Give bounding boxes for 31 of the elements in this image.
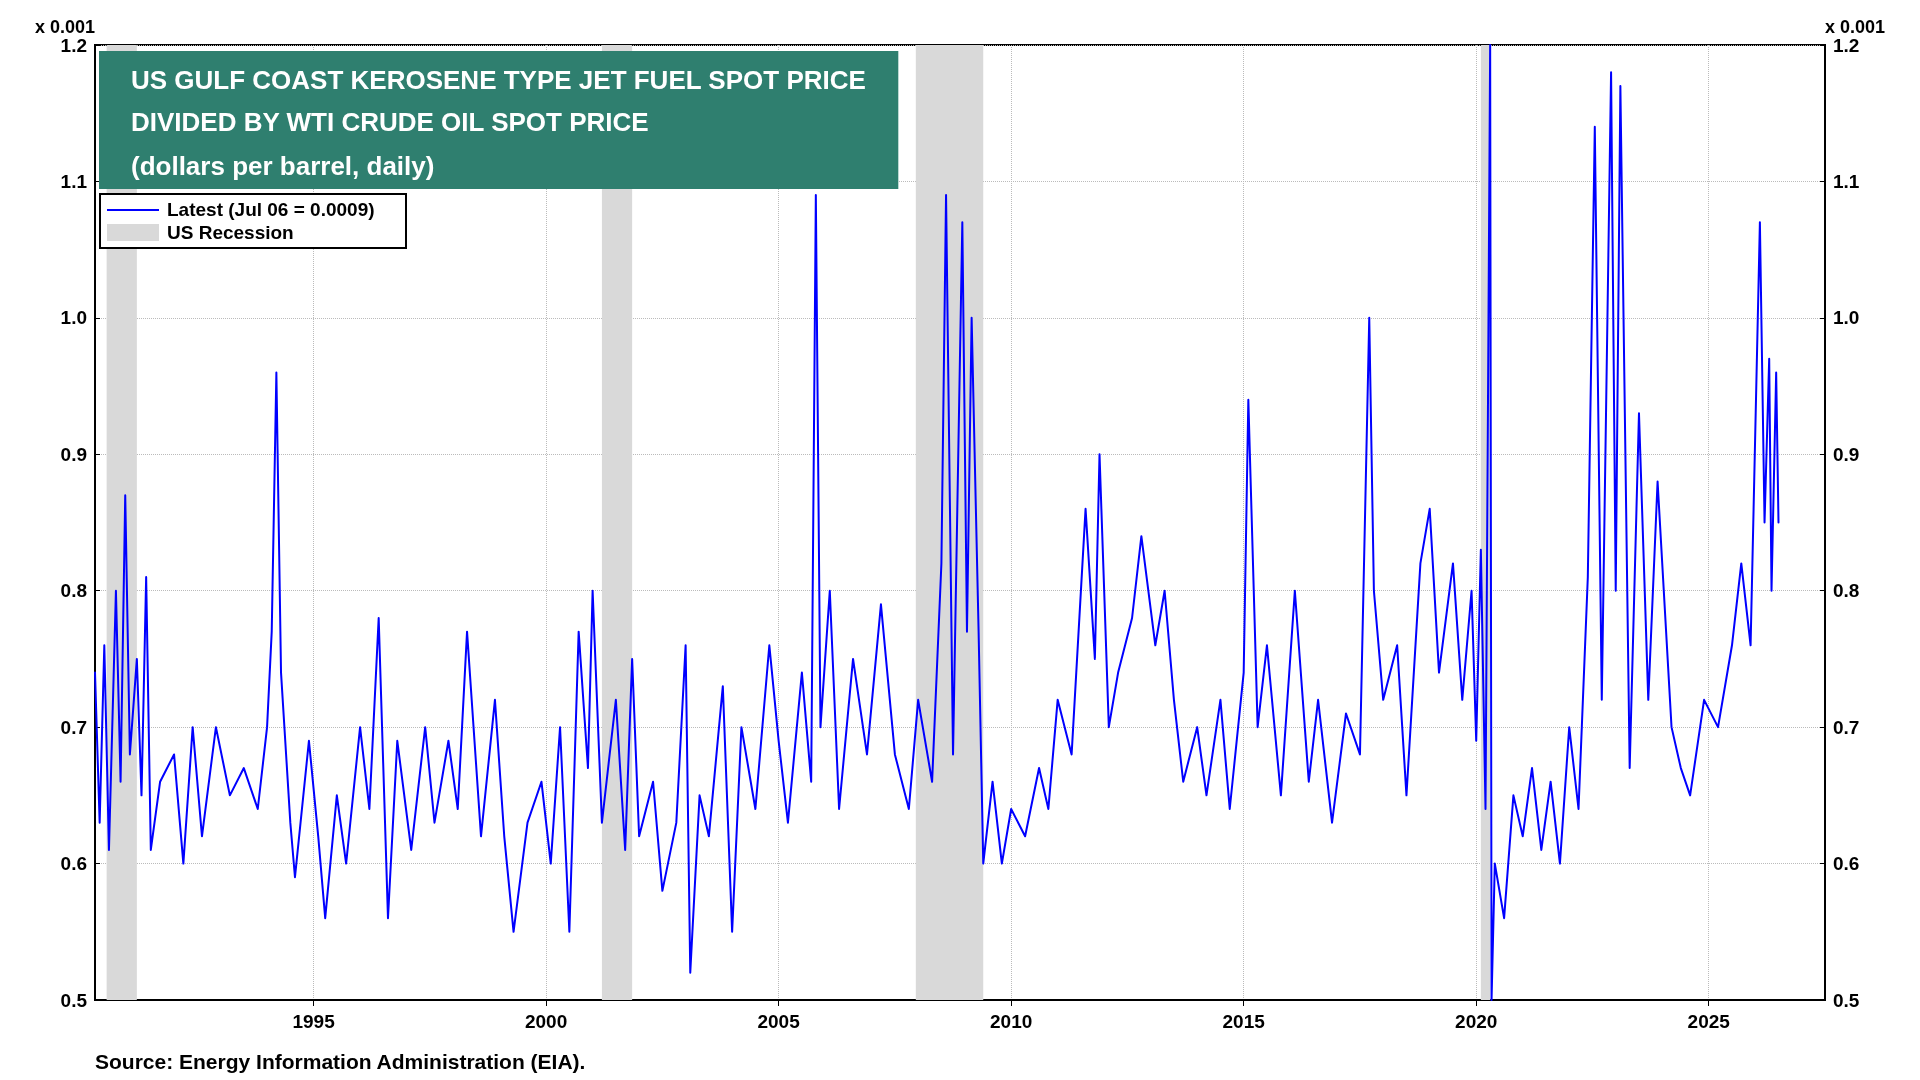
- x-tick-label: 2005: [757, 1011, 801, 1032]
- y-tick-label: 0.9: [60, 443, 87, 465]
- line-series: [94, 44, 1780, 1001]
- y-tick-label: 0.7: [60, 716, 87, 738]
- y2-tick-label: 1.1: [1833, 170, 1860, 192]
- y2-tick-label: 0.8: [1833, 580, 1860, 602]
- y-tick-label: 1.2: [60, 34, 87, 56]
- source-note: Source: Energy Information Administration (EIA).: [95, 1050, 586, 1073]
- y-tick-label: 1.0: [60, 307, 87, 329]
- y2-tick-label: 0.6: [1833, 853, 1860, 875]
- x-tick-label: 2010: [990, 1011, 1033, 1032]
- legend-label: Latest (Jul 06 = 0.0009): [167, 198, 375, 221]
- y2-tick-label: 1.2: [1833, 34, 1860, 56]
- text: US GULF COAST KEROSENE TYPE JET FUEL SPOT PRICE DIVIDED BY WTI CRUDE OIL SPOT PRICE: [131, 65, 866, 137]
- x-tick-label: 2015: [1222, 1011, 1266, 1032]
- y2-tick-label: 0.5: [1833, 989, 1860, 1011]
- x-tick-label: 2000: [524, 1011, 568, 1032]
- y-axis-title: x 0.001: [34, 16, 95, 37]
- y2-axis-title: x 0.001: [1825, 16, 1886, 37]
- y2-tick-label: 0.9: [1833, 443, 1860, 465]
- y-tick-label: 0.5: [60, 989, 88, 1011]
- x-tick-label: 2020: [1455, 1011, 1498, 1032]
- band-label: US Recession: [167, 221, 294, 244]
- y2-tick-label: 1.0: [1833, 307, 1860, 329]
- x-tick-label: 2025: [1687, 1011, 1731, 1032]
- x-tick-label: 1995: [292, 1011, 336, 1032]
- y-tick-label: 0.6: [60, 853, 87, 875]
- y-tick-label: 0.8: [60, 580, 87, 602]
- text: (dollars per barrel, daily): [131, 151, 435, 181]
- y2-tick-label: 0.7: [1833, 716, 1860, 738]
- y-tick-label: 1.1: [60, 170, 88, 192]
